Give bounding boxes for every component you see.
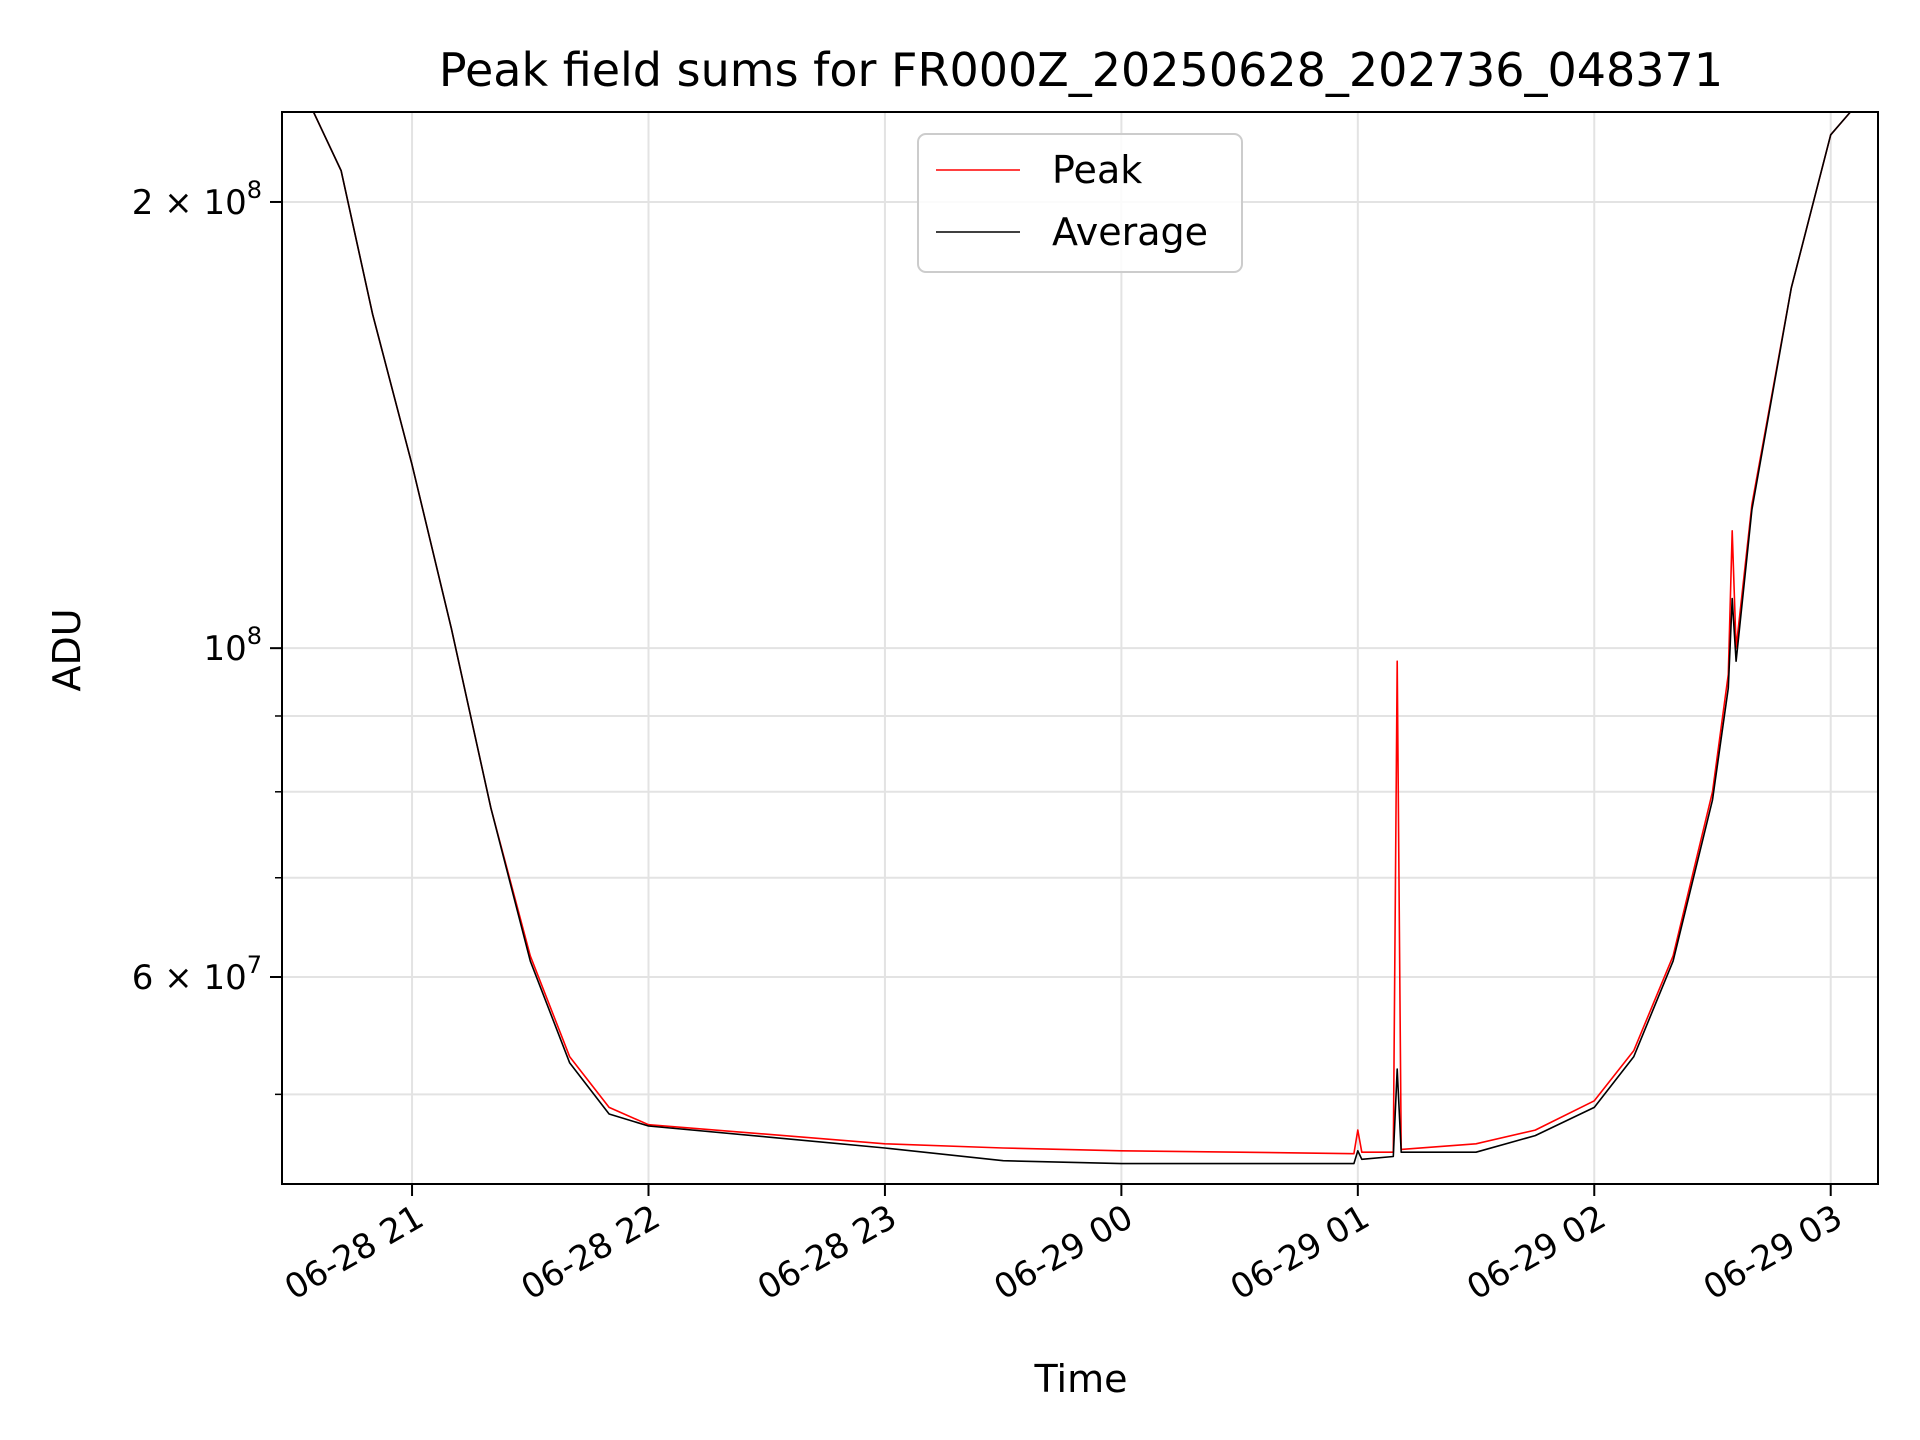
legend-label-average: Average [1052, 210, 1208, 254]
y-tick-label-exponent: 8 [247, 176, 262, 204]
y-tick-label: 108 [203, 622, 262, 669]
y-tick-label: 2 × 108 [132, 176, 262, 223]
chart-title: Peak field sums for FR000Z_20250628_2027… [439, 43, 1723, 97]
y-tick-label-base: 10 [203, 629, 246, 669]
y-tick-label: 6 × 107 [132, 951, 262, 998]
y-tick-label-exponent: 7 [247, 951, 262, 979]
x-axis-title: Time [1034, 1357, 1128, 1401]
series-line-average [282, 111, 1878, 1165]
series-group [282, 111, 1878, 1165]
y-axis-title: ADU [45, 608, 89, 691]
legend-box [917, 133, 1243, 273]
y-tick-label-base: 6 × 10 [132, 958, 247, 998]
legend: Peak Average [917, 133, 1243, 273]
y-tick-label-base: 2 × 10 [132, 183, 247, 223]
y-tick-label-exponent: 8 [247, 622, 262, 650]
legend-label-peak: Peak [1052, 148, 1142, 192]
